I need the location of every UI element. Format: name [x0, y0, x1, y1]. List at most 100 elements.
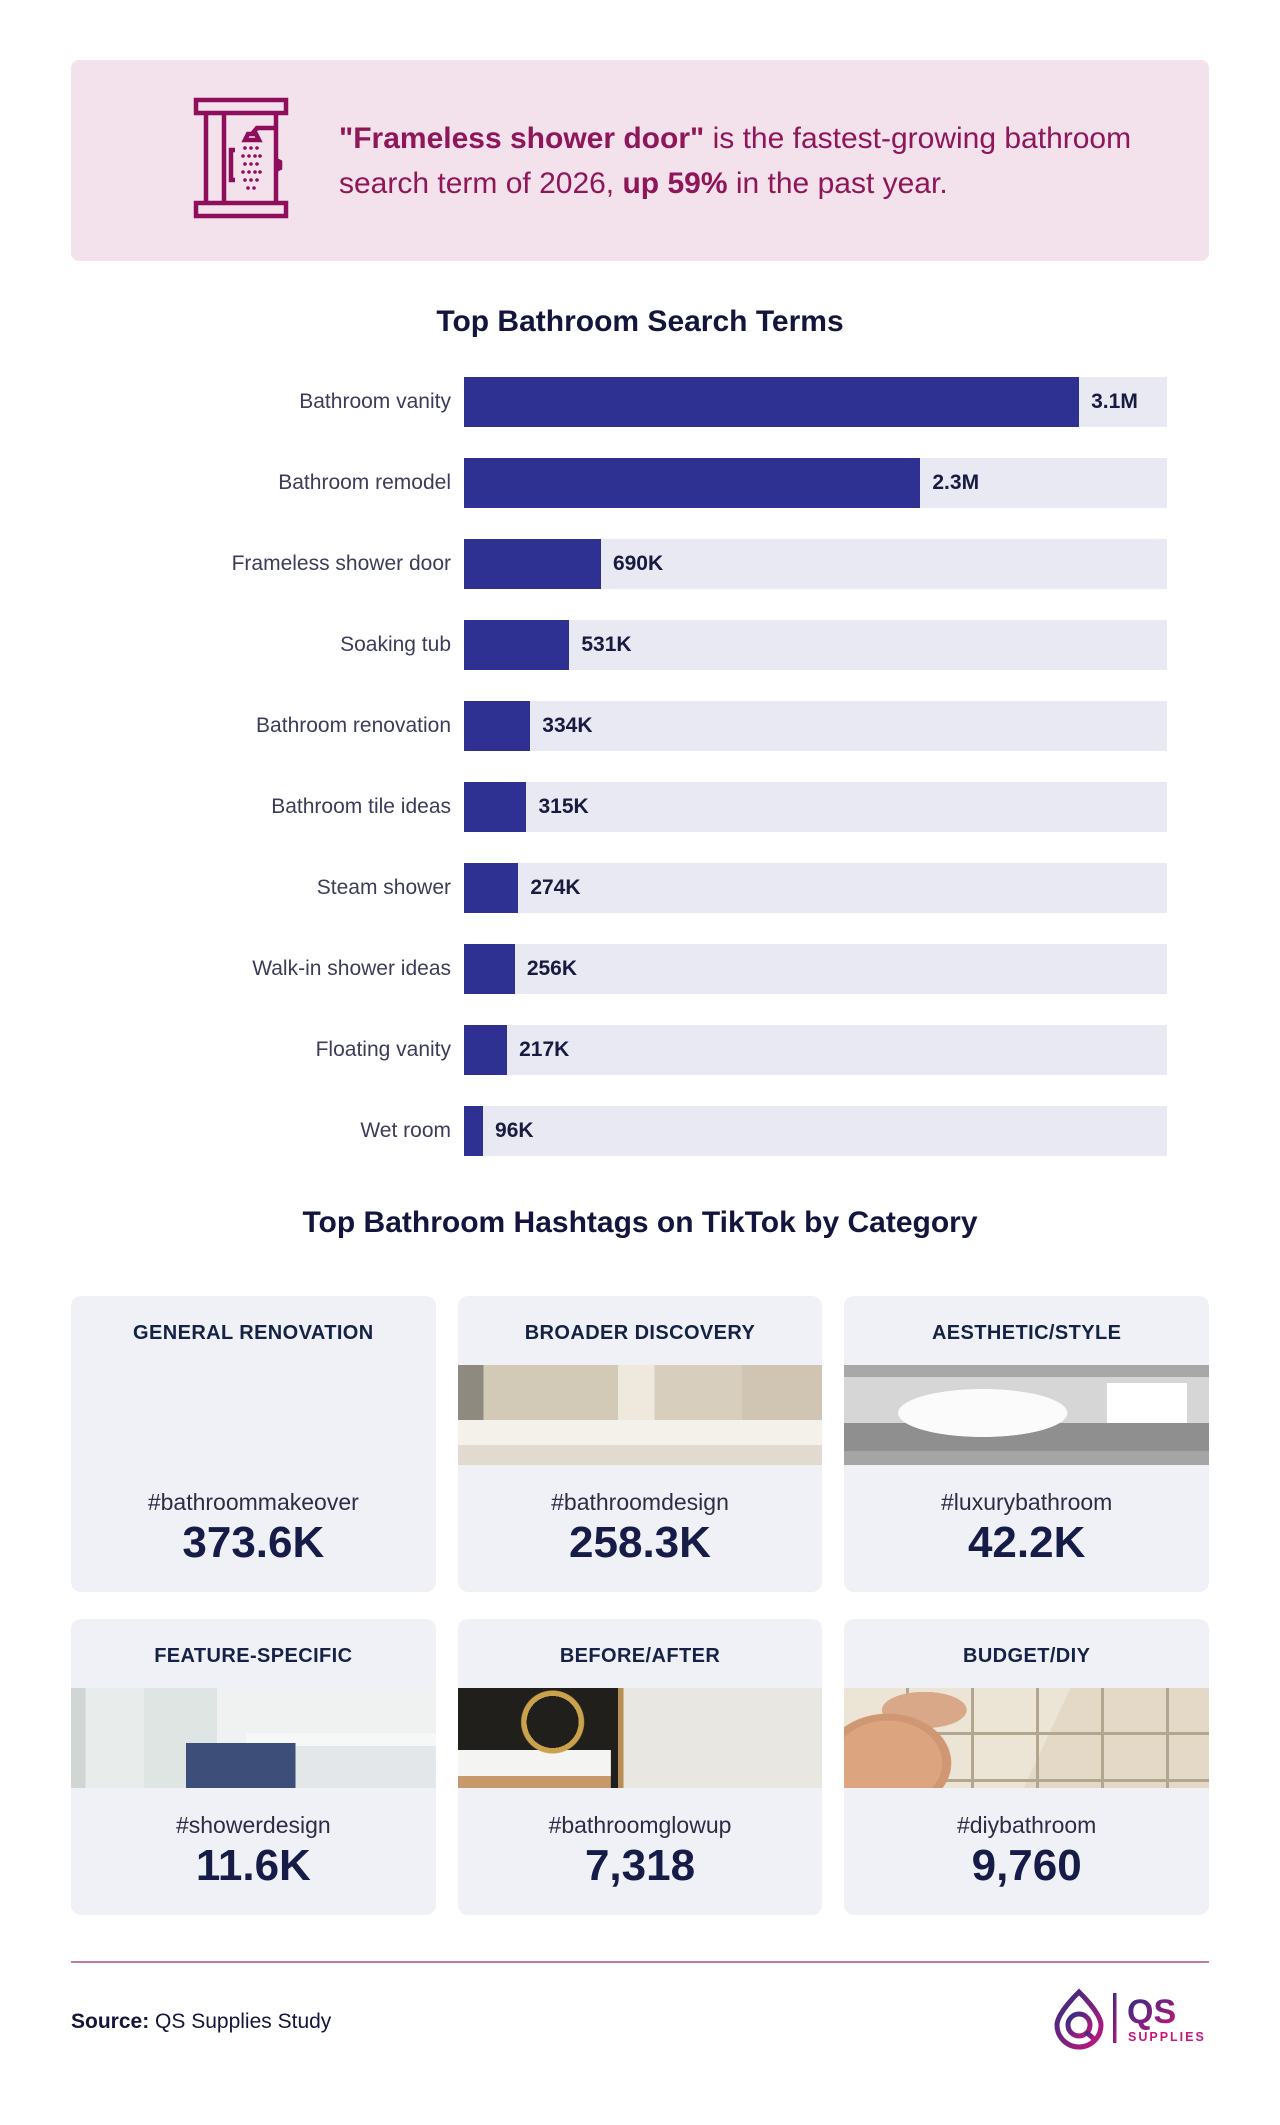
bar-row: Floating vanity 217K [71, 1025, 1167, 1075]
card-hashtag: #bathroomdesign [551, 1489, 729, 1515]
bar-category-label: Floating vanity [315, 1038, 451, 1061]
card-photo [844, 1688, 1209, 1788]
card-photo [71, 1365, 436, 1465]
bar-fill [464, 539, 601, 589]
bar-fill [464, 458, 921, 508]
qs-supplies-logo: QS SUPPLIES [1049, 1987, 1209, 2056]
shower-door-icon [193, 90, 289, 231]
bar-fill [464, 863, 519, 913]
bar-fill [464, 1106, 484, 1156]
card-photo [71, 1688, 436, 1788]
bar-value-label: 690K [612, 552, 664, 575]
header-statement-mid: is the fastest-growing bathroom search t… [339, 121, 1132, 200]
bar-category-label: Bathroom tile ideas [271, 795, 451, 818]
bar-fill [464, 782, 527, 832]
svg-text:QS: QS [1127, 1993, 1176, 2031]
card-photo [457, 1365, 823, 1465]
bar-category-label: Bathroom remodel [278, 471, 451, 494]
card-category-label: GENERAL RENOVATION [133, 1322, 374, 1344]
bar-fill [464, 701, 531, 751]
card-count: 11.6K [195, 1841, 311, 1890]
header-statement-stat: up 59% [622, 166, 728, 200]
bar-track: 217K [464, 1025, 1167, 1075]
bar-category-label: Wet room [360, 1119, 451, 1142]
hashtag-card: FEATURE-SPECIFIC #showerdesign 11.6K [71, 1619, 436, 1915]
bar-row: Bathroom renovation 334K [71, 701, 1167, 751]
bar-fill [464, 620, 570, 670]
hashtag-card: BUDGET/DIY #diybathroom 9,760 [844, 1619, 1209, 1915]
search-terms-bar-chart: Bathroom vanity 3.1M Bathroom remodel 2.… [71, 377, 1167, 1156]
bar-track: 334K [464, 701, 1167, 751]
bar-value-label: 315K [538, 795, 589, 818]
bar-value-label: 96K [495, 1119, 534, 1142]
card-count: 373.6K [182, 1518, 325, 1567]
bar-track: 3.1M [464, 377, 1167, 427]
bar-row: Bathroom vanity 3.1M [71, 377, 1167, 427]
hashtag-section-title: Top Bathroom Hashtags on TikTok by Categ… [302, 1206, 978, 1239]
bar-track: 315K [464, 782, 1167, 832]
bar-fill [464, 944, 515, 994]
card-hashtag: #luxurybathroom [941, 1489, 1113, 1515]
chart-title: Top Bathroom Search Terms [436, 305, 844, 338]
card-hashtag: #showerdesign [175, 1812, 331, 1838]
bar-row: Steam shower 274K [71, 863, 1167, 913]
card-hashtag: #bathroomglowup [548, 1812, 732, 1838]
source-line: Source: QS Supplies Study [71, 2010, 331, 2034]
bar-row: Walk-in shower ideas 256K [71, 944, 1167, 994]
bar-category-label: Walk-in shower ideas [252, 957, 451, 980]
hashtag-card: BEFORE/AFTER #bathroomglowup 7,318 [457, 1619, 823, 1915]
bar-track: 690K [464, 539, 1167, 589]
bar-track: 531K [464, 620, 1167, 670]
footer: Source: QS Supplies Study QS SUPPLIES [71, 1987, 1209, 2056]
bar-category-label: Steam shower [316, 876, 451, 899]
card-count: 7,318 [584, 1841, 696, 1890]
infographic-root: "Frameless shower door" is the fastest-g… [71, 60, 1209, 2056]
header-statement-end: in the past year. [727, 166, 948, 200]
hashtag-card: GENERAL RENOVATION #bathroommakeover 373… [71, 1296, 436, 1592]
card-hashtag: #diybathroom [956, 1812, 1097, 1838]
bar-category-label: Bathroom vanity [299, 390, 451, 413]
header-callout: "Frameless shower door" is the fastest-g… [71, 60, 1209, 261]
hashtag-card: AESTHETIC/STYLE #luxurybathroom 42.2K [844, 1296, 1209, 1592]
hashtag-card: BROADER DISCOVERY #bathroomdesign 258.3K [457, 1296, 823, 1592]
bar-value-label: 274K [530, 876, 581, 899]
bar-row: Bathroom remodel 2.3M [71, 458, 1167, 508]
hashtag-cards-grid: GENERAL RENOVATION #bathroommakeover 373… [71, 1296, 1209, 1915]
bar-track: 2.3M [464, 458, 1167, 508]
bar-value-label: 2.3M [932, 471, 980, 494]
card-hashtag: #bathroommakeover [147, 1489, 359, 1515]
card-count: 9,760 [971, 1841, 1082, 1890]
bar-track: 274K [464, 863, 1167, 913]
bar-value-label: 217K [519, 1038, 570, 1061]
bar-track: 96K [464, 1106, 1167, 1156]
bar-row: Frameless shower door 690K [71, 539, 1167, 589]
bar-row: Soaking tub 531K [71, 620, 1167, 670]
bar-fill [464, 1025, 508, 1075]
svg-text:SUPPLIES: SUPPLIES [1128, 2030, 1206, 2044]
card-photo [457, 1688, 823, 1788]
bar-category-label: Bathroom renovation [256, 714, 451, 737]
card-category-label: FEATURE-SPECIFIC [154, 1645, 353, 1667]
card-category-label: BROADER DISCOVERY [524, 1322, 756, 1344]
bar-row: Bathroom tile ideas 315K [71, 782, 1167, 832]
card-category-label: AESTHETIC/STYLE [931, 1322, 1122, 1344]
card-category-label: BUDGET/DIY [962, 1645, 1091, 1667]
bar-category-label: Soaking tub [340, 633, 451, 656]
bar-value-label: 334K [542, 714, 593, 737]
bar-value-label: 3.1M [1091, 390, 1138, 413]
card-photo [844, 1365, 1209, 1465]
bar-fill [464, 377, 1080, 427]
header-statement: "Frameless shower door" is the fastest-g… [339, 116, 1139, 206]
bar-category-label: Frameless shower door [231, 552, 451, 575]
card-count: 258.3K [569, 1518, 711, 1567]
card-category-label: BEFORE/AFTER [559, 1645, 721, 1667]
bar-track: 256K [464, 944, 1167, 994]
header-statement-term: "Frameless shower door" [339, 121, 705, 155]
footer-divider [71, 1961, 1209, 1963]
card-count: 42.2K [967, 1518, 1086, 1567]
bar-value-label: 256K [526, 957, 578, 980]
source-label: Source: [71, 2009, 150, 2033]
bar-value-label: 531K [581, 633, 632, 656]
source-text: QS Supplies Study [155, 2009, 332, 2033]
bar-row: Wet room 96K [71, 1106, 1167, 1156]
